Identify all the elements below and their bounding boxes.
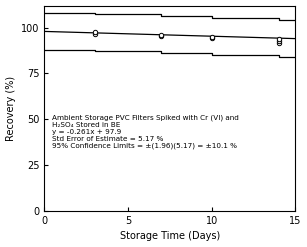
- Point: [92, 30, 97, 34]
- Point: [276, 39, 281, 43]
- Point: [276, 41, 281, 45]
- Y-axis label: Recovery (%): Recovery (%): [6, 76, 16, 141]
- Point: [276, 38, 281, 41]
- Point: [159, 34, 164, 38]
- Point: [209, 36, 214, 40]
- Point: [92, 32, 97, 36]
- Point: [159, 33, 164, 37]
- Text: Ambient Storage PVC Filters Spiked with Cr (VI) and
H₂SO₄ Stored in BE
y = -0.26: Ambient Storage PVC Filters Spiked with …: [52, 114, 239, 149]
- Point: [209, 35, 214, 39]
- X-axis label: Storage Time (Days): Storage Time (Days): [120, 231, 220, 242]
